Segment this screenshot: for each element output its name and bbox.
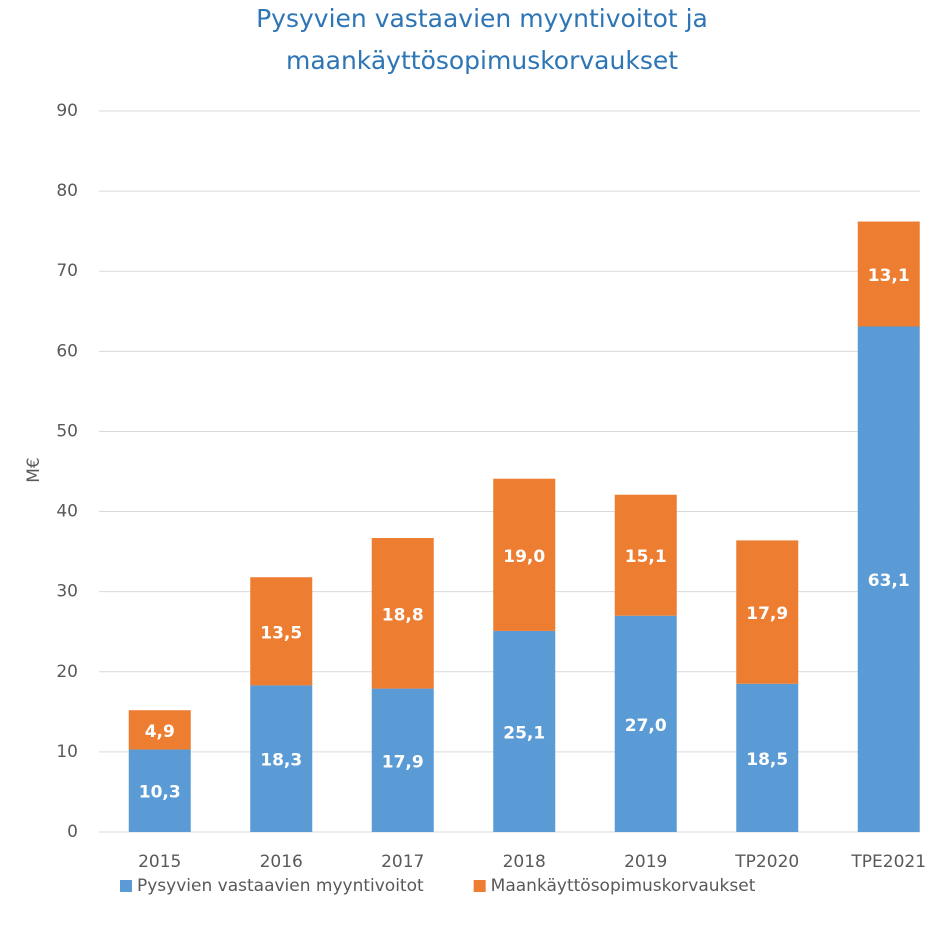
x-tick-label: 2017 xyxy=(381,852,424,872)
data-label: 13,1 xyxy=(868,266,910,286)
data-label: 18,8 xyxy=(382,605,424,625)
data-label: 18,3 xyxy=(260,751,302,771)
bar-segment xyxy=(128,710,191,750)
bar-segment xyxy=(493,478,556,631)
y-tick-label: 20 xyxy=(56,662,78,682)
y-tick-label: 60 xyxy=(56,341,78,361)
data-label: 19,0 xyxy=(503,547,545,567)
y-tick-label: 0 xyxy=(67,822,78,842)
data-label: 17,9 xyxy=(382,752,424,772)
bar-segment xyxy=(736,540,799,684)
bar-segment xyxy=(614,494,677,616)
data-label: 27,0 xyxy=(625,716,667,736)
bar-segment xyxy=(736,683,799,832)
legend-swatch xyxy=(120,880,132,892)
bar-segment xyxy=(493,630,556,832)
x-tick-label: 2018 xyxy=(503,852,546,872)
bar-segment xyxy=(250,685,313,832)
y-tick-label: 30 xyxy=(56,582,78,602)
x-tick-label: 2019 xyxy=(624,852,667,872)
data-label: 18,5 xyxy=(746,750,788,770)
y-tick-label: 40 xyxy=(56,502,78,522)
x-tick-label: TP2020 xyxy=(734,852,799,872)
bar-segment xyxy=(371,537,434,689)
x-tick-label: TPE2021 xyxy=(850,852,926,872)
legend-label: Pysyvien vastaavien myyntivoitot xyxy=(137,876,424,896)
data-label: 15,1 xyxy=(625,547,667,567)
data-label: 17,9 xyxy=(746,604,788,624)
y-axis-label: M€ xyxy=(24,457,44,482)
y-tick-label: 80 xyxy=(56,181,78,201)
bar-segment xyxy=(250,577,313,686)
y-tick-label: 90 xyxy=(56,101,78,121)
bar-segment xyxy=(371,688,434,832)
legend-swatch xyxy=(473,880,486,892)
bar-segment xyxy=(128,749,191,832)
data-label: 25,1 xyxy=(503,723,545,743)
y-tick-label: 70 xyxy=(56,261,78,281)
bar-segment xyxy=(614,615,677,832)
data-label: 13,5 xyxy=(260,623,302,643)
bar-segment xyxy=(857,221,920,327)
y-tick-label: 10 xyxy=(56,742,78,762)
y-tick-label: 50 xyxy=(56,421,78,441)
x-tick-label: 2016 xyxy=(260,852,303,872)
chart-title: Pysyvien vastaavien myyntivoitot ja xyxy=(256,4,708,33)
bar-segment xyxy=(857,326,920,832)
legend-label: Maankäyttösopimuskorvaukset xyxy=(491,876,756,896)
data-label: 4,9 xyxy=(145,722,175,742)
x-tick-label: 2015 xyxy=(138,852,181,872)
data-label: 63,1 xyxy=(868,571,910,591)
chart-title: maankäyttösopimuskorvaukset xyxy=(286,46,678,75)
data-label: 10,3 xyxy=(139,783,181,803)
